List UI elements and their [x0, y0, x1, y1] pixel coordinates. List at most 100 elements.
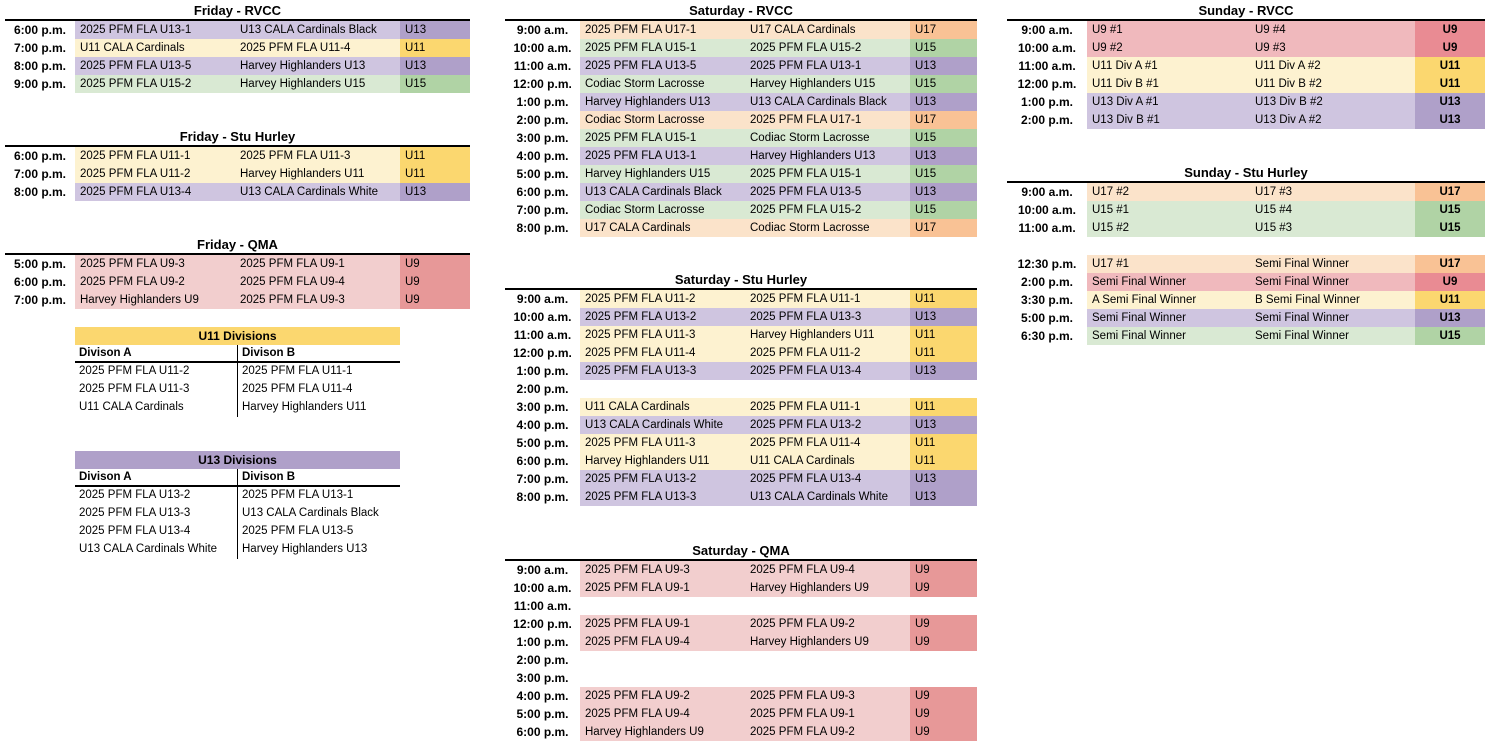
away-team-cell: 2025 PFM FLA U9-1 [745, 705, 910, 723]
schedule-table-saturday-qma: Saturday - QMA 9:00 a.m. 2025 PFM FLA U9-3… [505, 543, 977, 741]
category-cell: U9 [1415, 273, 1485, 291]
category-cell: U9 [400, 255, 470, 273]
division-header-row: Divison A Divison B [75, 345, 400, 363]
time-cell: 7:00 p.m. [516, 203, 569, 217]
time-cell: 2:00 p.m. [1020, 113, 1074, 127]
category-cell: U9 [910, 561, 977, 579]
schedule-row: 12:00 p.m. 2025 PFM FLA U11-4 2025 PFM FLA… [505, 344, 977, 362]
away-team-cell: 2025 PFM FLA U11-4 [235, 39, 400, 57]
division-b-team: 2025 PFM FLA U13-1 [237, 487, 400, 505]
category-cell: U9 [1415, 39, 1485, 57]
home-team-cell: 2025 PFM FLA U9-3 [580, 561, 745, 579]
home-team-cell: 2025 PFM FLA U15-1 [580, 129, 745, 147]
away-team-cell: 2025 PFM FLA U17-1 [745, 111, 910, 129]
category-cell: U17 [910, 219, 977, 237]
home-team-cell: U13 Div B #1 [1087, 111, 1250, 129]
time-cell: 9:00 a.m. [1021, 185, 1073, 199]
home-team-cell: 2025 PFM FLA U13-4 [75, 183, 235, 201]
category-cell: U11 [1415, 75, 1485, 93]
category-cell [1415, 237, 1485, 255]
home-team-cell [580, 651, 745, 669]
schedule-row [1007, 237, 1485, 255]
time-cell: 7:00 p.m. [13, 41, 67, 55]
time-cell: 2:00 p.m. [516, 382, 569, 396]
home-team-cell: 2025 PFM FLA U9-4 [580, 633, 745, 651]
away-team-cell: U13 Div A #2 [1250, 111, 1415, 129]
time-cell: 7:00 p.m. [13, 167, 67, 181]
category-cell: U11 [910, 434, 977, 452]
time-cell: 2:00 p.m. [1020, 275, 1074, 289]
schedule-row: 1:00 p.m. 2025 PFM FLA U9-4 Harvey Highlan… [505, 633, 977, 651]
category-cell: U13 [910, 470, 977, 488]
division-row: 2025 PFM FLA U13-2 2025 PFM FLA U13-1 [75, 487, 400, 505]
schedule-row: 1:00 p.m. Harvey Highlanders U13 U13 CALA … [505, 93, 977, 111]
home-team-cell: Harvey Highlanders U13 [580, 93, 745, 111]
home-team-cell: 2025 PFM FLA U13-2 [580, 308, 745, 326]
time-cell: 9:00 p.m. [13, 77, 67, 91]
schedule-row: 6:00 p.m. Harvey Highlanders U11 U11 CALA … [505, 452, 977, 470]
away-team-cell [1250, 237, 1415, 255]
away-team-cell: 2025 PFM FLA U9-1 [235, 255, 400, 273]
home-team-cell: U15 #1 [1087, 201, 1250, 219]
division-row: 2025 PFM FLA U11-3 2025 PFM FLA U11-4 [75, 381, 400, 399]
home-team-cell: Harvey Highlanders U11 [580, 452, 745, 470]
category-cell: U15 [1415, 201, 1485, 219]
time-cell: 12:00 p.m. [1017, 77, 1077, 91]
away-team-cell: 2025 PFM FLA U15-2 [745, 39, 910, 57]
category-cell: U13 [910, 147, 977, 165]
time-cell: 7:00 p.m. [516, 472, 569, 486]
away-team-cell [745, 380, 910, 398]
home-team-cell: 2025 PFM FLA U15-1 [580, 39, 745, 57]
away-team-cell: 2025 PFM FLA U13-2 [745, 416, 910, 434]
schedule-row: 7:00 p.m. Codiac Storm Lacrosse 2025 PFM F… [505, 201, 977, 219]
schedule-row: 7:00 p.m. 2025 PFM FLA U11-2 Harvey Highla… [5, 165, 470, 183]
division-b-team: 2025 PFM FLA U13-5 [237, 523, 400, 541]
division-b-team: Harvey Highlanders U11 [237, 399, 400, 417]
home-team-cell: Semi Final Winner [1087, 309, 1250, 327]
division-b-team: 2025 PFM FLA U11-4 [237, 381, 400, 399]
away-team-cell: U15 #4 [1250, 201, 1415, 219]
category-cell: U13 [910, 488, 977, 506]
category-cell: U13 [400, 183, 470, 201]
schedule-row: 4:00 p.m. 2025 PFM FLA U9-2 2025 PFM FLA U… [505, 687, 977, 705]
away-team-cell: U17 #3 [1250, 183, 1415, 201]
away-team-cell: U11 CALA Cardinals [745, 452, 910, 470]
schedule-row: 12:30 p.m. U17 #1 Semi Final Winner U17 [1007, 255, 1485, 273]
away-team-cell: Harvey Highlanders U13 [235, 57, 400, 75]
time-cell: 7:00 p.m. [13, 293, 67, 307]
home-team-cell: Codiac Storm Lacrosse [580, 111, 745, 129]
time-cell: 9:00 a.m. [516, 23, 569, 37]
home-team-cell: Codiac Storm Lacrosse [580, 75, 745, 93]
schedule-row: 3:00 p.m. U11 CALA Cardinals 2025 PFM FLA … [505, 398, 977, 416]
away-team-cell: U13 CALA Cardinals Black [235, 21, 400, 39]
time-cell: 1:00 p.m. [516, 364, 569, 378]
category-cell: U15 [400, 75, 470, 93]
schedule-table-sunday-rvcc: Sunday - RVCC 9:00 a.m. U9 #1 U9 #4 U9 10:00 … [1007, 3, 1485, 129]
time-cell: 5:00 p.m. [516, 436, 569, 450]
division-row: U13 CALA Cardinals White Harvey Highlande… [75, 541, 400, 559]
time-cell: 6:30 p.m. [1020, 329, 1074, 343]
category-cell: U15 [1415, 219, 1485, 237]
time-cell: 1:00 p.m. [1020, 95, 1074, 109]
time-cell: 6:00 p.m. [13, 275, 67, 289]
schedule-row: 6:30 p.m. Semi Final Winner Semi Final Win… [1007, 327, 1485, 345]
category-cell [910, 380, 977, 398]
away-team-cell: 2025 PFM FLA U11-1 [745, 398, 910, 416]
division-row: 2025 PFM FLA U13-4 2025 PFM FLA U13-5 [75, 523, 400, 541]
division-a-header: Divison A [79, 471, 132, 483]
away-team-cell: Harvey Highlanders U11 [745, 326, 910, 344]
time-cell: 3:00 p.m. [516, 131, 569, 145]
schedule-row: 6:00 p.m. 2025 PFM FLA U11-1 2025 PFM FLA … [5, 147, 470, 165]
schedule-row: 7:00 p.m. U11 CALA Cardinals 2025 PFM FLA … [5, 39, 470, 57]
division-title: U13 Divisions [75, 451, 400, 469]
category-cell: U15 [910, 75, 977, 93]
away-team-cell: Harvey Highlanders U13 [745, 147, 910, 165]
time-cell: 5:00 p.m. [13, 257, 67, 271]
schedule-row: 12:00 p.m. U11 Div B #1 U11 Div B #2 U11 [1007, 75, 1485, 93]
schedule-row: 6:00 p.m. 2025 PFM FLA U9-2 2025 PFM FLA U… [5, 273, 470, 291]
category-cell: U13 [1415, 309, 1485, 327]
table-title: Sunday - RVCC [1007, 3, 1485, 21]
time-cell: 4:00 p.m. [516, 149, 569, 163]
schedule-row: 3:00 p.m. [505, 669, 977, 687]
home-team-cell: U11 Div A #1 [1087, 57, 1250, 75]
